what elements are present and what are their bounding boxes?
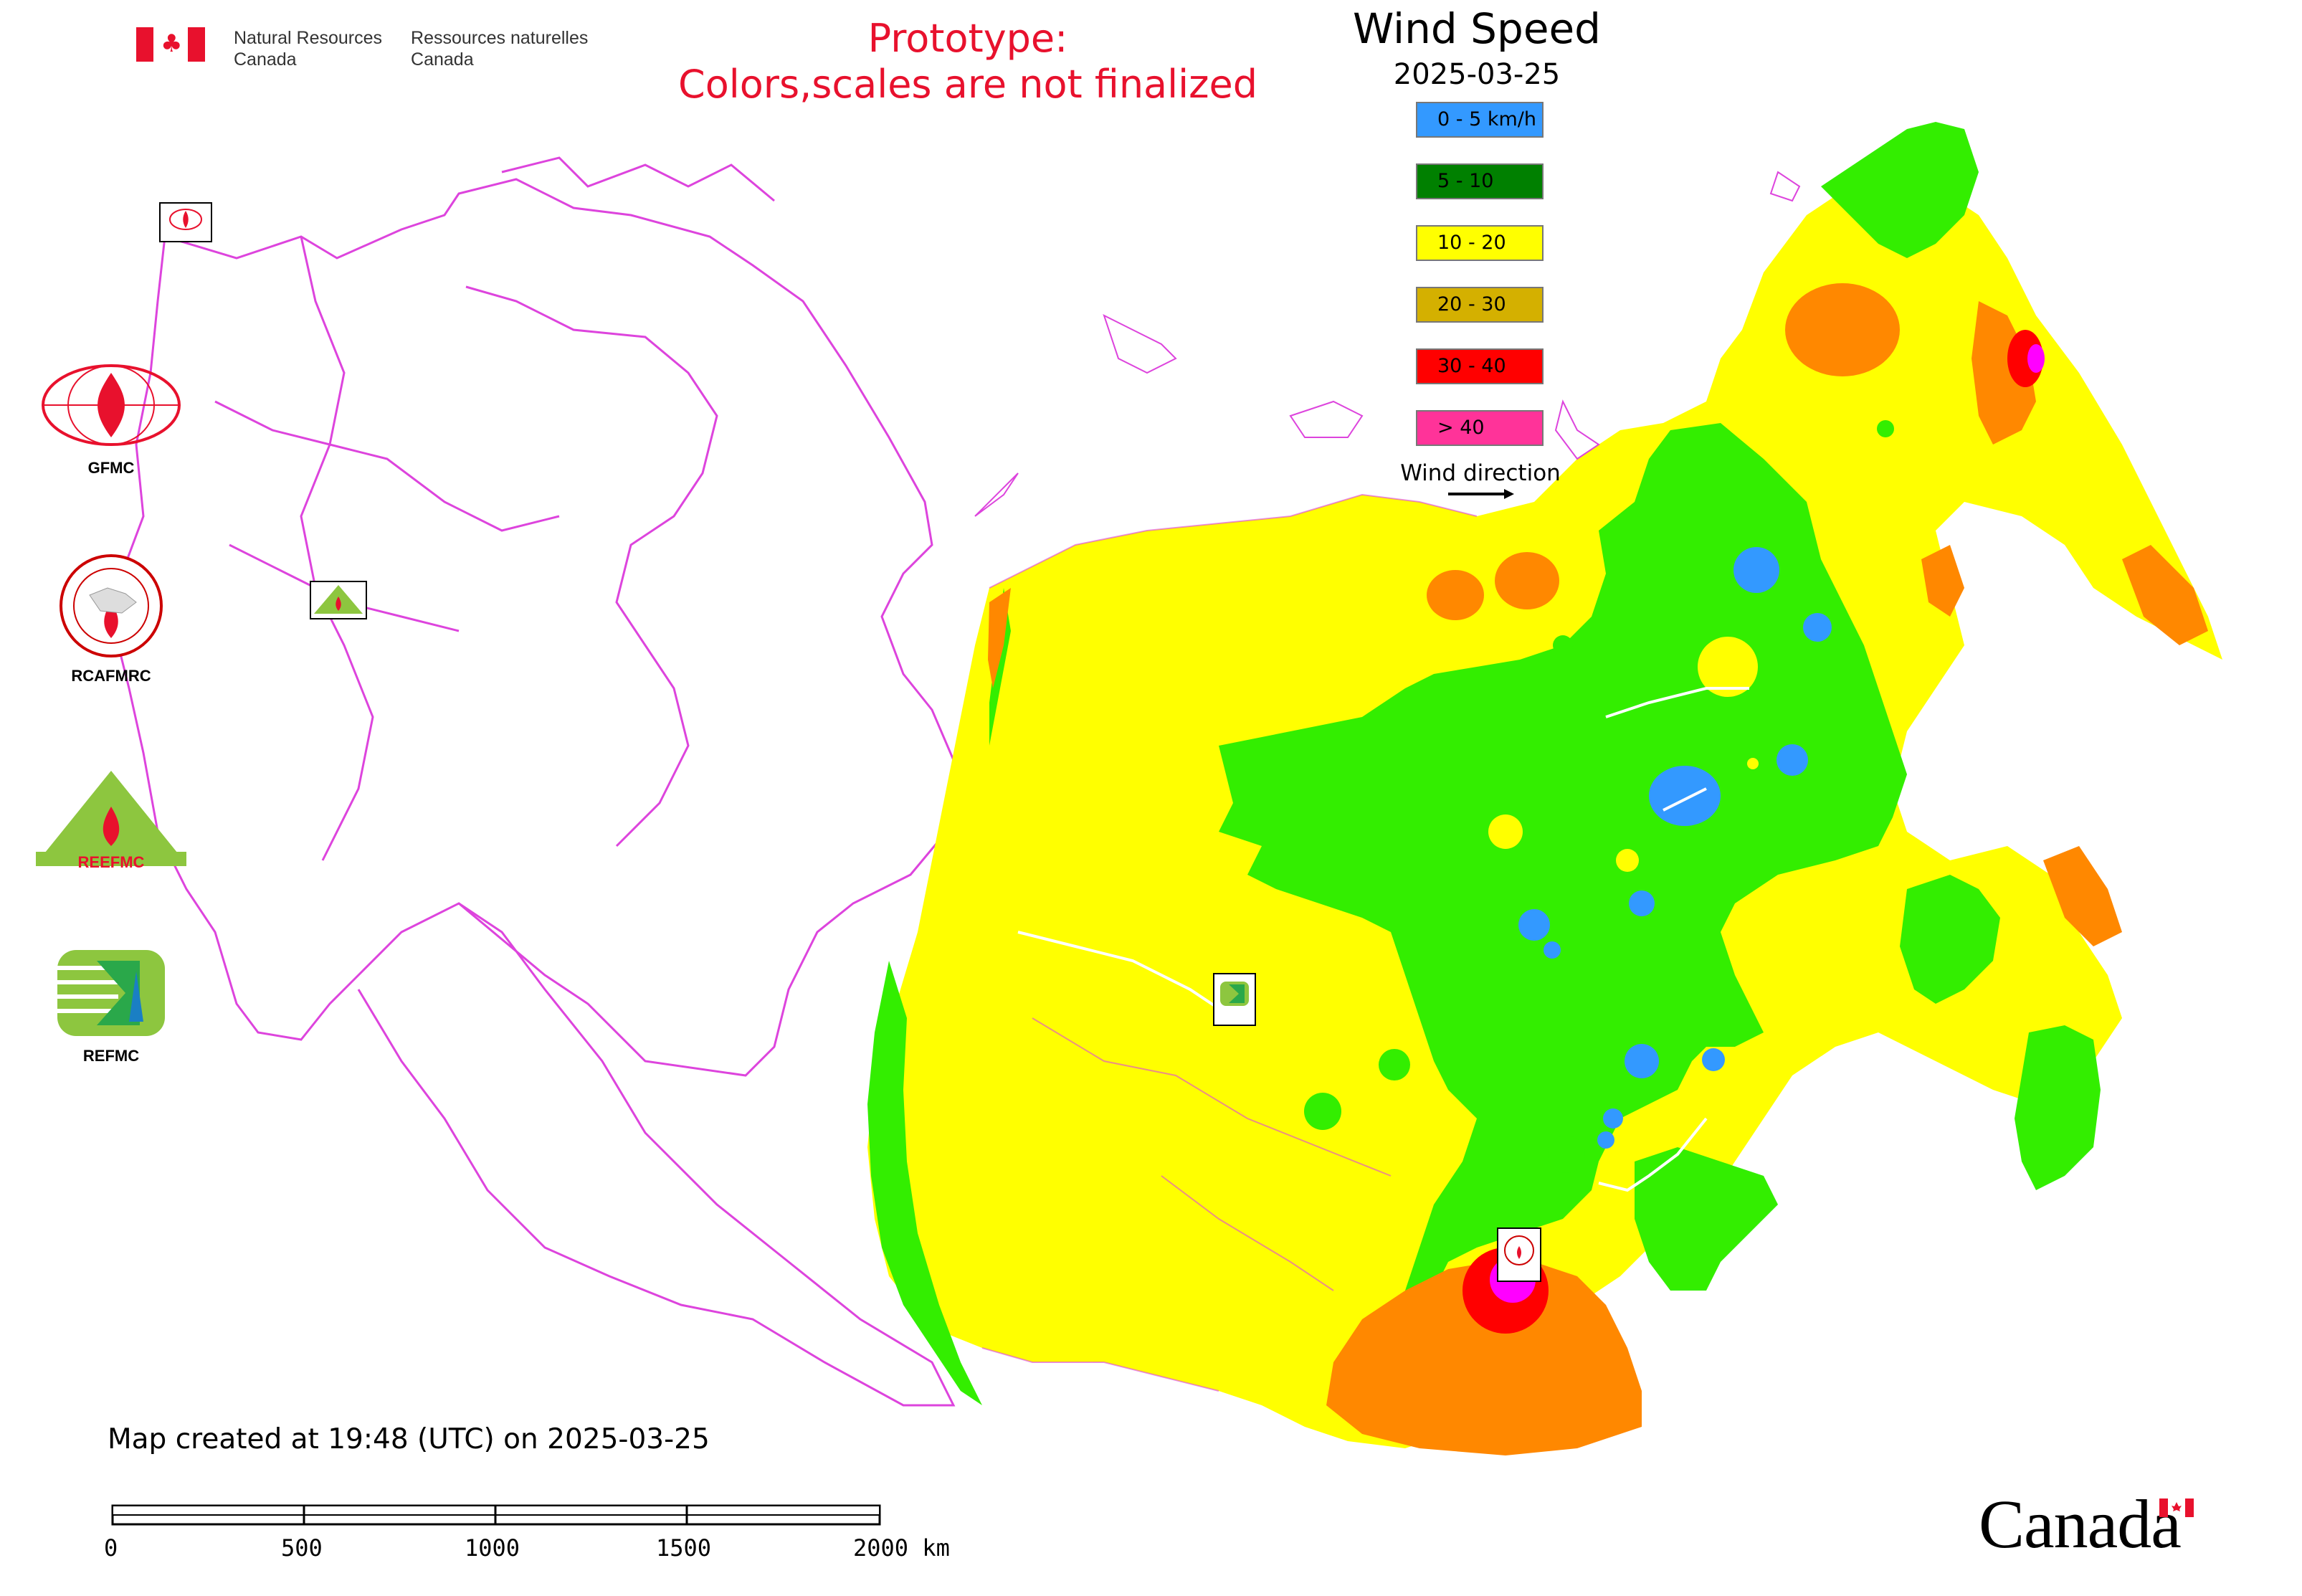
legend-item: 0 - 5 km/h bbox=[1416, 102, 1544, 138]
refmc-marker-icon bbox=[1220, 982, 1249, 1006]
agency-name-fr: Ressources naturelles Canada bbox=[411, 28, 589, 70]
refmc-label: REFMC bbox=[82, 1047, 140, 1065]
canada-flag-icon: ♣ bbox=[136, 27, 205, 62]
wind-zone-orange-peninsula bbox=[2122, 545, 2208, 645]
agency-name-en: Natural Resources Canada bbox=[234, 28, 383, 70]
scale-bar bbox=[111, 1504, 881, 1526]
scale-tick-1000: 1000 bbox=[465, 1534, 520, 1562]
reefmc-logo-icon bbox=[36, 771, 186, 866]
wind-zone-magenta-northeast bbox=[2027, 344, 2045, 373]
wind-zone-green-arc bbox=[867, 961, 982, 1405]
water-lines bbox=[1017, 687, 1749, 1192]
wind-zone-green-south bbox=[1635, 1147, 1778, 1291]
wind-zone-green-east bbox=[1900, 875, 2000, 1004]
scale-tick-1500: 1500 bbox=[656, 1534, 712, 1562]
rcafmrc-label: RCAFMRC bbox=[71, 667, 151, 685]
wind-zone-orange-sliver bbox=[988, 588, 1011, 688]
wind-zone-red-northeast bbox=[2007, 330, 2043, 387]
reefmc-marker-icon bbox=[314, 585, 363, 614]
map-title: Wind Speed bbox=[1352, 4, 1602, 53]
reefmc-map-marker[interactable] bbox=[310, 581, 367, 619]
gfmc-logo: GFMC bbox=[29, 358, 194, 478]
gfmc-label: GFMC bbox=[87, 459, 135, 477]
legend-item: > 40 bbox=[1416, 410, 1544, 446]
reefmc-label: REEFMC bbox=[77, 853, 145, 871]
rcafmrc-map-marker[interactable] bbox=[1497, 1227, 1541, 1282]
legend-item: 30 - 40 bbox=[1416, 348, 1544, 384]
wind-zone-yellow-spot-2 bbox=[1488, 814, 1523, 849]
rcafmrc-logo-icon bbox=[60, 554, 163, 657]
wind-zone-orange-coast bbox=[1921, 545, 1964, 617]
legend-item: 20 - 30 bbox=[1416, 287, 1544, 323]
prototype-line-2: Colors,scales are not finalized bbox=[678, 62, 1257, 107]
wind-zone-green-northeast bbox=[1821, 122, 1979, 258]
wind-zone-orange-north-1 bbox=[1785, 283, 1900, 376]
reefmc-logo: REEFMC bbox=[29, 767, 194, 872]
refmc-logo-icon bbox=[57, 950, 165, 1036]
wind-direction-arrow-icon bbox=[1448, 489, 1514, 499]
scale-tick-0: 0 bbox=[104, 1534, 118, 1562]
refmc-logo: REFMC bbox=[29, 946, 194, 1065]
legend-item: 10 - 20 bbox=[1416, 225, 1544, 261]
wind-zone-orange-south bbox=[1326, 1262, 1642, 1455]
scale-tick-500: 500 bbox=[281, 1534, 323, 1562]
gfmc-map-marker[interactable] bbox=[159, 202, 212, 242]
scale-tick-2000: 2000 km bbox=[853, 1534, 950, 1562]
region-borders-west bbox=[113, 156, 956, 1407]
refmc-map-marker[interactable] bbox=[1213, 973, 1256, 1026]
rcafmrc-logo: RCAFMRC bbox=[29, 552, 194, 685]
canada-wordmark: Canada bbox=[1979, 1486, 2182, 1562]
prototype-line-1: Prototype: bbox=[867, 16, 1068, 61]
wind-zone-green-peninsula bbox=[2015, 1025, 2101, 1190]
canada-wordmark-flag-icon bbox=[2159, 1498, 2194, 1517]
wind-zone-orange-north-3 bbox=[1495, 552, 1559, 609]
wind-direction-label: Wind direction bbox=[1400, 460, 1561, 486]
wind-zone-yellow-spot-1 bbox=[1698, 637, 1758, 697]
wind-zone-orange-southeast bbox=[2043, 846, 2122, 946]
wind-zone-yellow-spot-4 bbox=[1747, 758, 1759, 769]
map-date: 2025-03-25 bbox=[1393, 58, 1561, 91]
arctic-islands bbox=[974, 171, 1801, 517]
wind-zone-green-spots bbox=[1304, 420, 1894, 1173]
wind-zone-orange-east bbox=[1972, 301, 2036, 445]
legend-item: 5 - 10 bbox=[1416, 163, 1544, 199]
wind-zone-orange-north-2 bbox=[1427, 570, 1484, 620]
rcafmrc-marker-icon bbox=[1504, 1235, 1534, 1265]
gfmc-logo-icon bbox=[42, 364, 181, 446]
wind-zone-blue-spots bbox=[1518, 547, 1832, 1149]
map-created-note: Map created at 19:48 (UTC) on 2025-03-25 bbox=[108, 1423, 710, 1455]
wind-zone-yellow-spot-3 bbox=[1616, 849, 1639, 872]
prototype-notice: Prototype: Colors,scales are not finaliz… bbox=[645, 16, 1290, 108]
gfmc-marker-icon bbox=[169, 209, 202, 230]
nrc-signature: ♣ Natural Resources Canada Ressources na… bbox=[136, 27, 588, 70]
region-borders-east bbox=[981, 493, 1478, 1392]
